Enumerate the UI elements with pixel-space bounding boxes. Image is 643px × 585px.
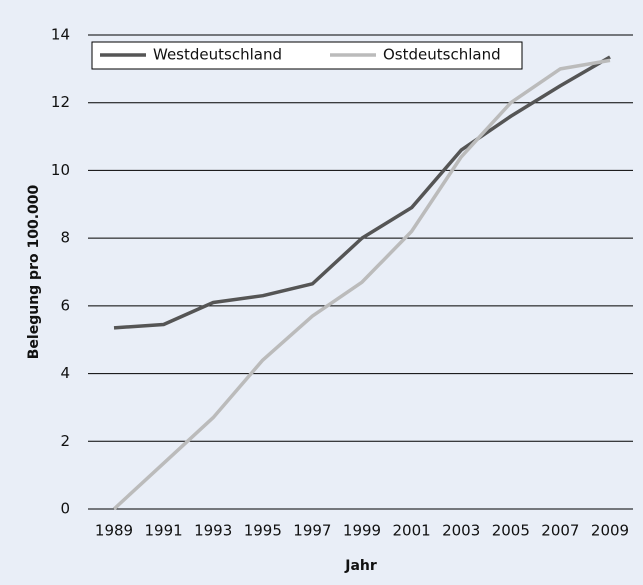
x-tick-label: 2001 [393, 522, 431, 540]
x-tick-label: 1993 [194, 522, 232, 540]
x-tick-label: 2007 [541, 522, 579, 540]
legend-label: Westdeutschland [153, 46, 282, 64]
legend-label: Ostdeutschland [383, 46, 501, 64]
legend-box [91, 41, 523, 70]
y-tick-label: 6 [60, 296, 70, 314]
x-tick-label: 1995 [244, 522, 282, 540]
y-tick-label: 4 [60, 364, 70, 382]
x-axis-label: Jahr [344, 558, 377, 574]
series-line [113, 55, 611, 330]
y-tick-label: 14 [51, 26, 70, 44]
series-line [112, 58, 611, 511]
x-tick-label: 1991 [145, 522, 183, 540]
y-tick-label: 0 [60, 500, 70, 518]
x-tick-label: 1999 [343, 522, 381, 540]
x-tick-label: 1997 [293, 522, 331, 540]
y-tick-label: 8 [60, 229, 70, 247]
x-tick-label: 2005 [492, 522, 530, 540]
y-tick-label: 10 [51, 161, 70, 179]
x-tick-label: 2009 [591, 522, 629, 540]
x-tick-label: 2003 [442, 522, 480, 540]
y-tick-label: 12 [51, 93, 70, 111]
y-tick-label: 2 [60, 432, 70, 450]
y-axis-label: Belegung pro 100.000 [26, 184, 42, 359]
x-tick-label: 1989 [95, 522, 133, 540]
